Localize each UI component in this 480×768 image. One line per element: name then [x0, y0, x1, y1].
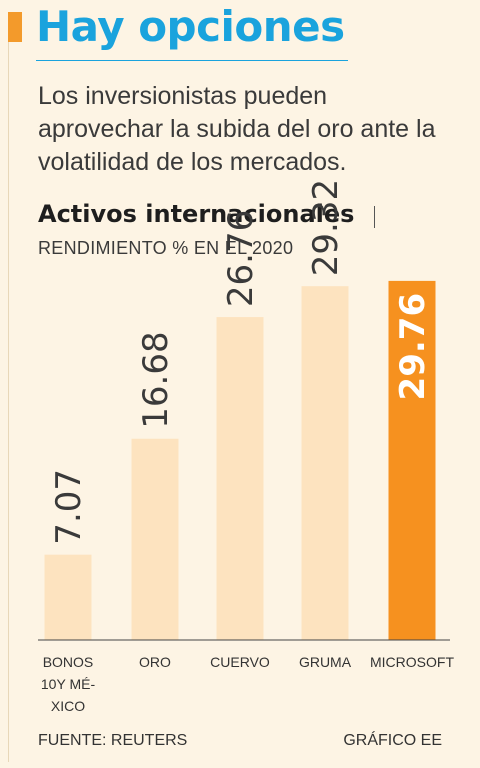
left-rule — [8, 42, 9, 762]
bar-4 — [388, 280, 436, 640]
accent-bar — [8, 12, 22, 42]
value-label-2: 26.76 — [221, 210, 261, 307]
category-label-0: 10Y MÉ- — [41, 676, 96, 692]
graphic-credit: GRÁFICO EE — [343, 732, 442, 749]
bar-2 — [216, 317, 264, 640]
value-label-3: 29.32 — [306, 179, 346, 276]
category-label-4: MICROSOFT — [370, 654, 454, 670]
bar-1 — [131, 438, 179, 640]
value-label-0: 7.07 — [49, 469, 89, 545]
category-label-0: XICO — [51, 698, 85, 714]
source-note: FUENTE: REUTERS — [38, 732, 188, 749]
headline-subtitle: Los inversionistas pueden aprovechar la … — [38, 82, 436, 176]
category-label-1: ORO — [139, 654, 171, 670]
category-label-2: CUERVO — [210, 654, 270, 670]
headline-title: Hay opciones — [36, 2, 345, 51]
bar-0 — [44, 554, 92, 640]
value-label-1: 16.68 — [136, 331, 176, 428]
category-label-3: GRUMA — [299, 654, 352, 670]
bar-3 — [301, 286, 349, 640]
chart-title: Activos internacionales — [38, 200, 355, 228]
title-underline — [36, 60, 348, 61]
chart-subtitle: RENDIMIENTO % EN EL 2020 — [38, 238, 294, 258]
title-separator — [374, 206, 375, 228]
value-label-4: 29.76 — [393, 293, 433, 401]
category-label-0: BONOS — [43, 654, 94, 670]
